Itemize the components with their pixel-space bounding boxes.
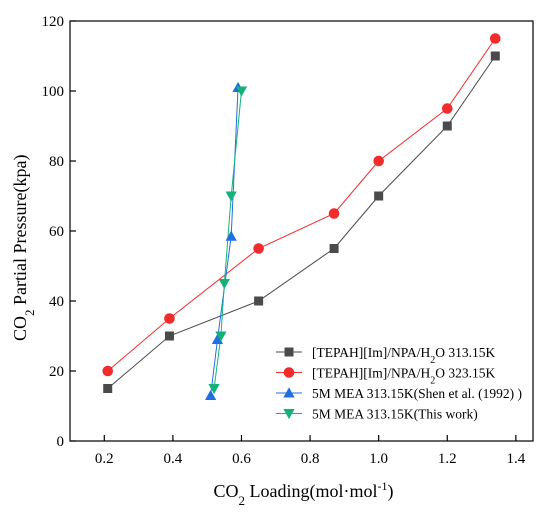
series-line xyxy=(210,87,239,396)
marker-triangle-up xyxy=(225,230,237,241)
axis-ticks: 0.2 0.4 0.6 0.8 1.0 1.2 1.4 0 20 40 60 80 100 120 xyxy=(42,14,526,467)
marker-circle xyxy=(253,243,264,254)
y-tick-label: 0 xyxy=(57,434,65,450)
marker-square xyxy=(103,384,113,393)
x-tick-label: 1.2 xyxy=(438,451,457,467)
marker-square xyxy=(254,296,264,306)
x-axis-title: CO2 Loading(mol·mol-1) xyxy=(214,479,394,508)
y-tick-label: 80 xyxy=(49,154,64,170)
y-tick-label: 100 xyxy=(42,84,65,100)
series-markers xyxy=(102,33,501,400)
marker-triangle-down xyxy=(218,279,230,290)
marker-triangle-down xyxy=(225,191,237,202)
legend: [TEPAH][Im]/NPA/H2O 313.15K[TEPAH][Im]/N… xyxy=(276,345,522,422)
marker-triangle-down xyxy=(283,409,295,420)
y-axis-title: CO2 Partial Pressure(kpa) xyxy=(10,155,37,341)
y-tick-label: 20 xyxy=(49,364,64,380)
x-tick-label: 0.4 xyxy=(164,451,183,467)
marker-triangle-down xyxy=(235,86,248,97)
marker-square xyxy=(329,244,339,253)
marker-circle xyxy=(328,208,340,219)
marker-triangle-up xyxy=(283,387,295,398)
marker-square xyxy=(284,347,294,357)
legend-label: 5M MEA 313.15K(This work) xyxy=(312,407,478,422)
marker-triangle-up xyxy=(211,333,224,344)
legend-label: 5M MEA 313.15K(Shen et al. (1992) ) xyxy=(312,386,522,401)
x-tick-label: 1.0 xyxy=(369,451,388,467)
marker-square xyxy=(374,191,384,201)
marker-circle xyxy=(441,103,453,114)
marker-square xyxy=(442,121,452,131)
x-tick-label: 1.4 xyxy=(506,451,525,467)
y-tick-label: 120 xyxy=(42,14,65,30)
marker-circle xyxy=(373,155,384,167)
legend-label: [TEPAH][Im]/NPA/H2O 323.15K xyxy=(312,366,496,387)
marker-circle xyxy=(283,367,295,378)
marker-circle xyxy=(102,365,114,377)
y-tick-label: 40 xyxy=(49,294,64,310)
marker-circle xyxy=(164,313,175,324)
marker-triangle-up xyxy=(204,389,217,400)
series-lines xyxy=(107,38,496,396)
x-tick-label: 0.6 xyxy=(232,451,251,467)
marker-triangle-down xyxy=(215,331,227,342)
marker-square xyxy=(164,331,174,341)
x-tick-label: 0.8 xyxy=(301,451,320,467)
marker-circle xyxy=(489,33,501,44)
marker-triangle-down xyxy=(208,384,220,395)
marker-square xyxy=(490,51,500,61)
y-tick-label: 60 xyxy=(49,224,64,240)
x-tick-label: 0.2 xyxy=(95,451,114,467)
legend-label: [TEPAH][Im]/NPA/H2O 313.15K xyxy=(312,345,496,366)
